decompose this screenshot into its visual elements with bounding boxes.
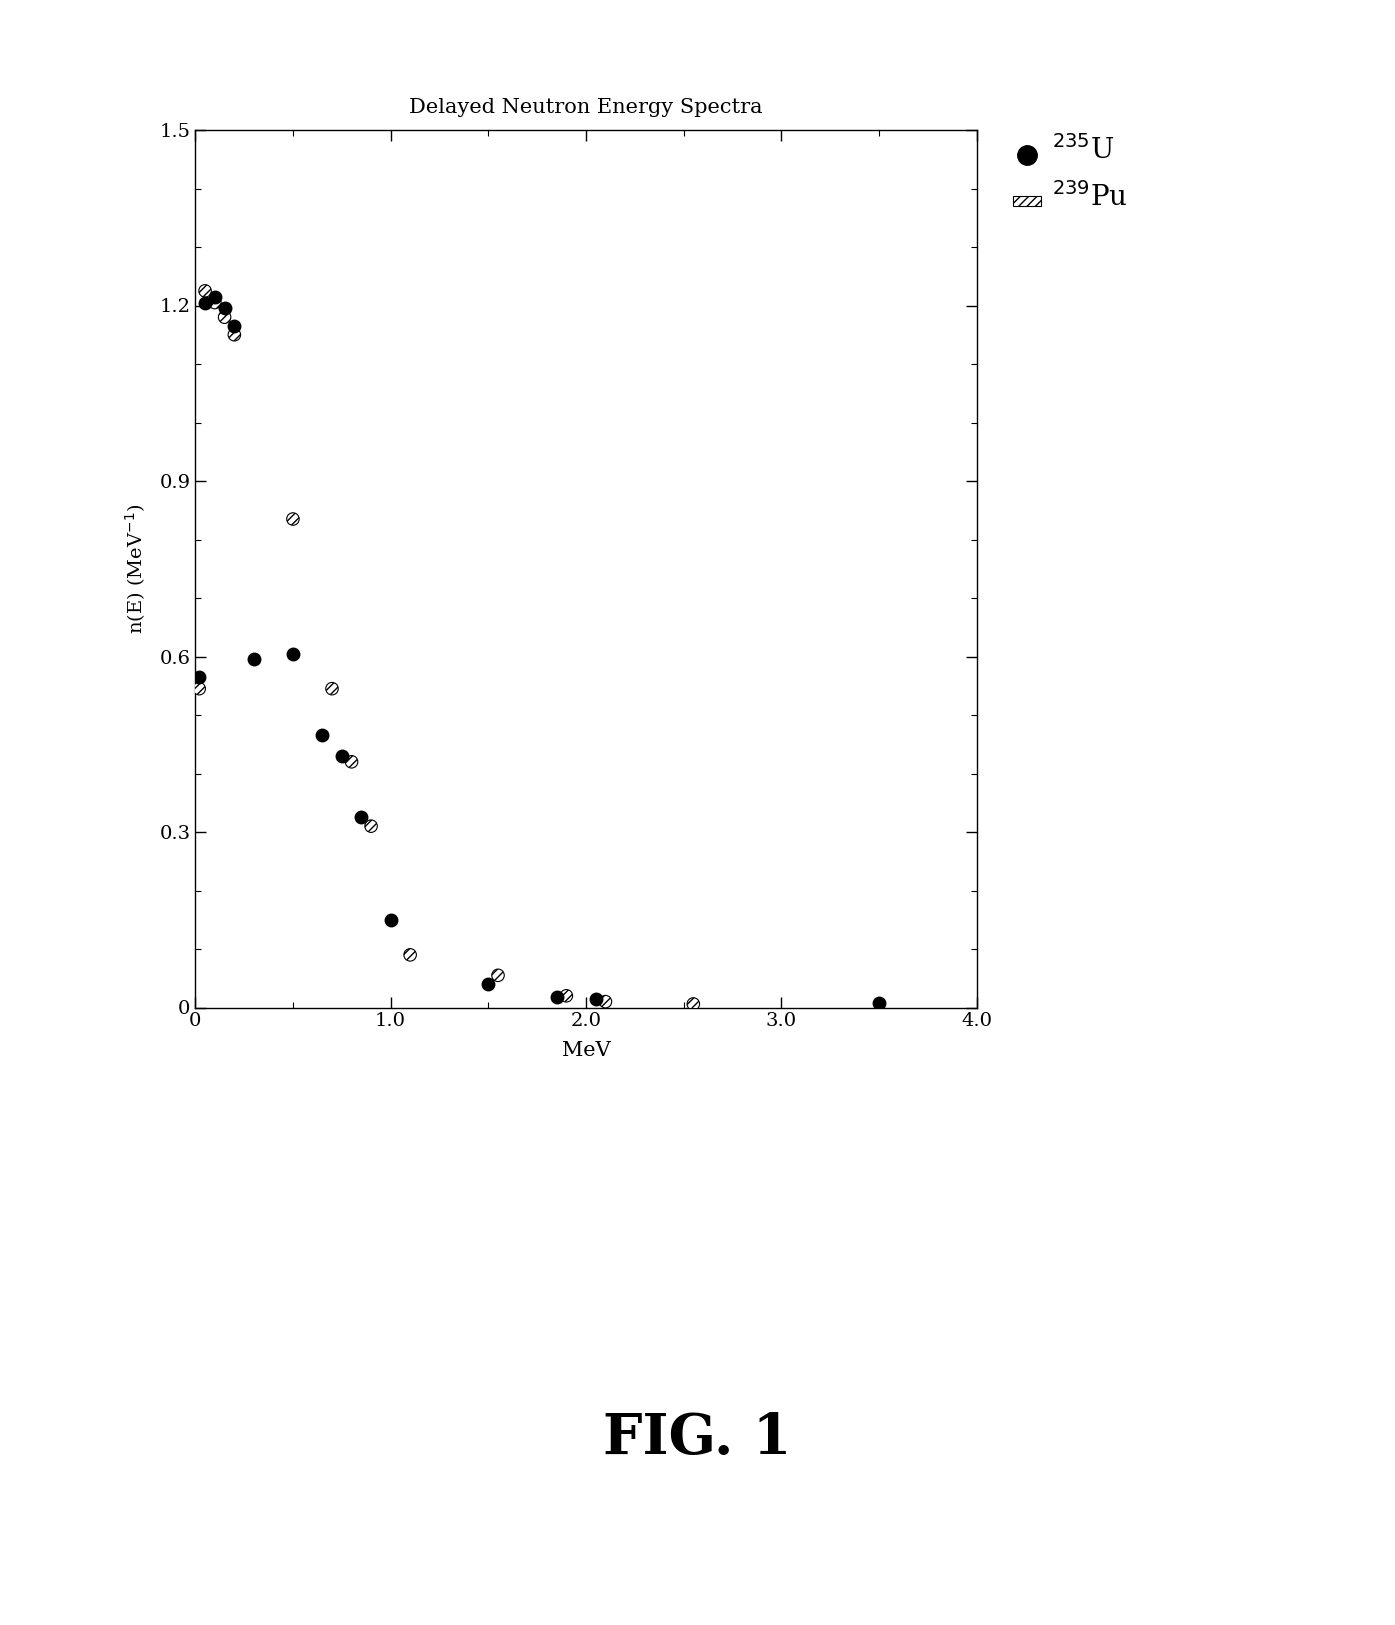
Ellipse shape xyxy=(209,296,220,309)
Ellipse shape xyxy=(193,682,205,696)
Ellipse shape xyxy=(229,328,240,341)
Ellipse shape xyxy=(219,310,230,323)
Ellipse shape xyxy=(492,968,504,982)
Ellipse shape xyxy=(199,284,211,297)
Ellipse shape xyxy=(561,990,572,1003)
Ellipse shape xyxy=(287,514,299,525)
Ellipse shape xyxy=(600,996,611,1008)
Text: FIG. 1: FIG. 1 xyxy=(603,1410,792,1466)
Y-axis label: n(E) (MeV$^{-1}$): n(E) (MeV$^{-1}$) xyxy=(124,504,148,634)
Ellipse shape xyxy=(326,682,338,696)
Ellipse shape xyxy=(688,998,699,1011)
Ellipse shape xyxy=(405,949,416,960)
Ellipse shape xyxy=(346,756,357,769)
Title: Delayed Neutron Energy Spectra: Delayed Neutron Energy Spectra xyxy=(409,99,763,117)
Legend: $^{235}$U, $^{239}$Pu: $^{235}$U, $^{239}$Pu xyxy=(1007,130,1133,218)
Ellipse shape xyxy=(365,821,377,832)
X-axis label: MeV: MeV xyxy=(562,1042,610,1061)
